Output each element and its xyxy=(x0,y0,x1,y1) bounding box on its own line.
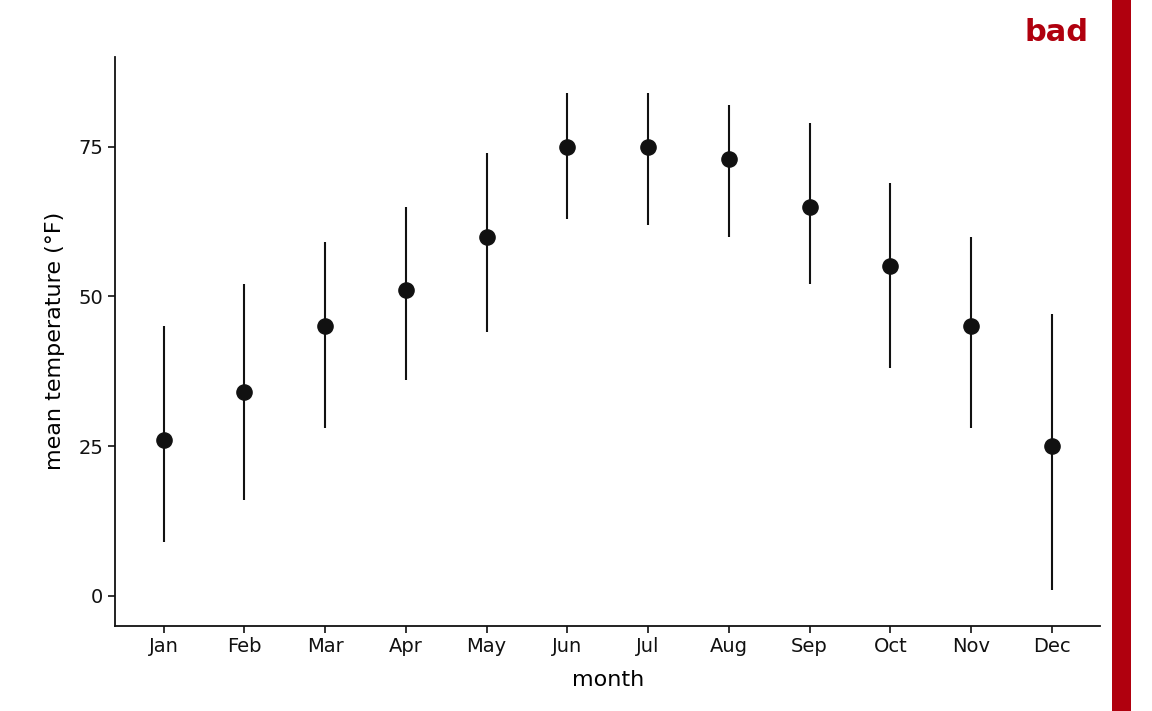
Point xyxy=(316,321,334,332)
Point xyxy=(881,261,900,272)
Point xyxy=(396,284,415,296)
Point xyxy=(477,231,495,242)
Point xyxy=(720,153,738,164)
X-axis label: month: month xyxy=(571,670,644,690)
Point xyxy=(154,434,173,446)
Point xyxy=(801,201,819,213)
Point xyxy=(235,387,253,398)
Point xyxy=(639,141,658,152)
Point xyxy=(962,321,980,332)
Text: bad: bad xyxy=(1024,18,1089,47)
Point xyxy=(1043,440,1061,451)
Point xyxy=(558,141,576,152)
Y-axis label: mean temperature (°F): mean temperature (°F) xyxy=(45,212,65,471)
